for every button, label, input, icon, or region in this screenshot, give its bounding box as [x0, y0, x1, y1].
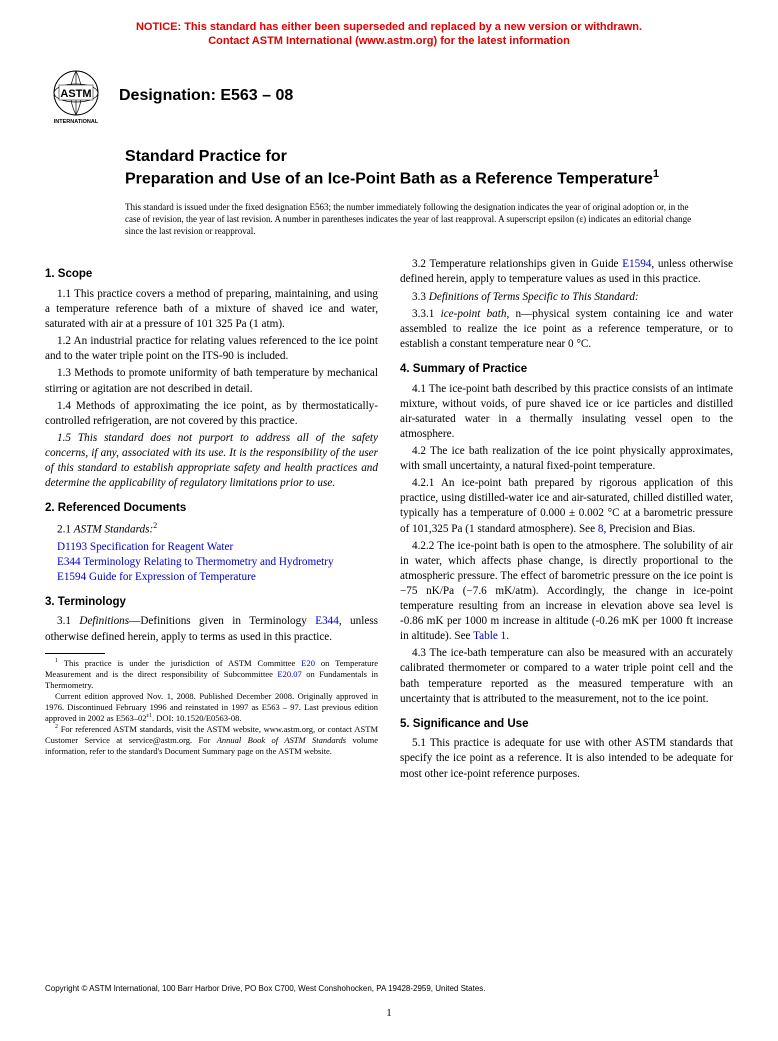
para-3-3: 3.3 Definitions of Terms Specific to Thi…: [400, 290, 733, 305]
copyright-line: Copyright © ASTM International, 100 Barr…: [45, 984, 486, 993]
page-number: 1: [386, 1007, 392, 1019]
para-3-3-1: 3.3.1 ice-point bath, n—physical system …: [400, 307, 733, 352]
para-5-1: 5.1 This practice is adequate for use wi…: [400, 736, 733, 781]
ref-e344: E344 Terminology Relating to Thermometry…: [67, 555, 378, 570]
title-main: Preparation and Use of an Ice-Point Bath…: [125, 167, 733, 189]
astm-logo: ASTM INTERNATIONAL: [45, 67, 107, 125]
para-4-2-1: 4.2.1 An ice-point bath prepared by rigo…: [400, 476, 733, 536]
para-1-3: 1.3 Methods to promote uniformity of bat…: [45, 366, 378, 396]
title-block: Standard Practice for Preparation and Us…: [125, 147, 733, 189]
footnote-2: 2 For referenced ASTM standards, visit t…: [45, 724, 378, 757]
para-4-2-2: 4.2.2 The ice-point bath is open to the …: [400, 539, 733, 645]
header-row: ASTM INTERNATIONAL Designation: E563 – 0…: [45, 67, 733, 125]
ref-d1193: D1193 Specification for Reagent Water: [67, 540, 378, 555]
footnote-separator: [45, 653, 105, 654]
para-2-1: 2.1 ASTM Standards:2: [45, 521, 378, 538]
section-4-head: 4. Summary of Practice: [400, 362, 733, 378]
para-1-4: 1.4 Methods of approximating the ice poi…: [45, 399, 378, 429]
title-prefix: Standard Practice for: [125, 147, 733, 167]
notice-line2: Contact ASTM International (www.astm.org…: [208, 35, 570, 47]
para-3-2: 3.2 Temperature relationships given in G…: [400, 257, 733, 287]
para-1-2: 1.2 An industrial practice for relating …: [45, 334, 378, 364]
svg-text:ASTM: ASTM: [60, 88, 91, 100]
para-4-2: 4.2 The ice bath realization of the ice …: [400, 444, 733, 474]
para-4-3: 4.3 The ice-bath temperature can also be…: [400, 646, 733, 706]
footnote-1b: Current edition approved Nov. 1, 2008. P…: [45, 691, 378, 724]
para-4-1: 4.1 The ice-point bath described by this…: [400, 382, 733, 442]
section-3-head: 3. Terminology: [45, 595, 378, 611]
para-1-5: 1.5 This standard does not purport to ad…: [45, 431, 378, 491]
section-2-head: 2. Referenced Documents: [45, 501, 378, 517]
notice-banner: NOTICE: This standard has either been su…: [45, 20, 733, 49]
para-1-1: 1.1 This practice covers a method of pre…: [45, 287, 378, 332]
designation: Designation: E563 – 08: [119, 87, 293, 105]
section-5-head: 5. Significance and Use: [400, 717, 733, 733]
footnote-1: 1 This practice is under the jurisdictio…: [45, 658, 378, 691]
ref-e1594: E1594 Guide for Expression of Temperatur…: [67, 570, 378, 585]
issuance-note: This standard is issued under the fixed …: [125, 201, 703, 237]
footnote-block: 1 This practice is under the jurisdictio…: [45, 653, 378, 757]
svg-text:INTERNATIONAL: INTERNATIONAL: [54, 119, 99, 125]
notice-line1: NOTICE: This standard has either been su…: [136, 21, 642, 33]
para-3-1: 3.1 Definitions—Definitions given in Ter…: [45, 614, 378, 644]
section-1-head: 1. Scope: [45, 267, 378, 283]
body-columns: 1. Scope 1.1 This practice covers a meth…: [45, 257, 733, 781]
